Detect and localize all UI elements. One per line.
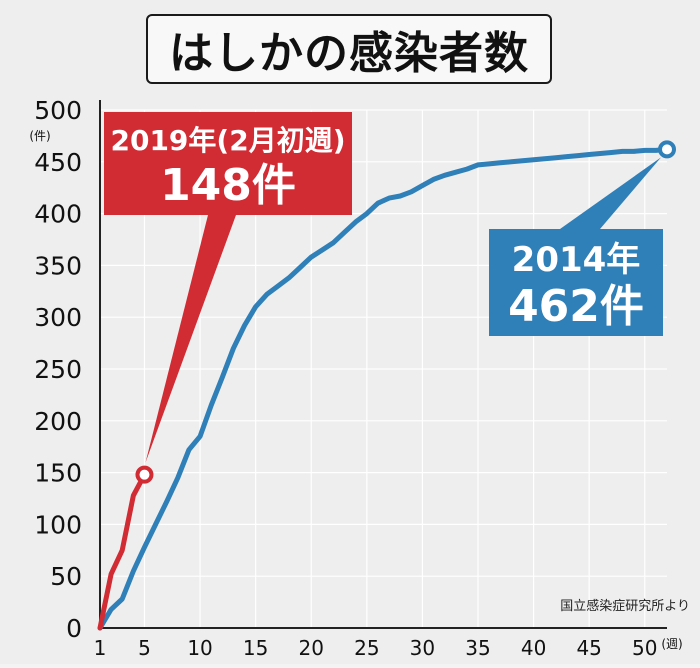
y-tick-label: 150 xyxy=(34,459,82,488)
y-tick-label: 400 xyxy=(34,200,82,229)
callout-2019-line2: 148件 xyxy=(160,160,296,211)
callout-2014-line1: 2014年 xyxy=(512,240,641,280)
series xyxy=(97,146,670,631)
callout-box-2014 xyxy=(489,229,663,336)
marker-2019 xyxy=(135,465,154,484)
x-tick-label: 15 xyxy=(243,636,268,660)
x-tick-label: 20 xyxy=(299,636,324,660)
y-tick-label: 100 xyxy=(34,510,82,539)
y-unit-label: (件) xyxy=(29,129,50,143)
y-tick-label: 0 xyxy=(66,614,82,643)
x-tick-label: 35 xyxy=(465,636,490,660)
x-tick-label: 50 xyxy=(632,636,657,660)
callout-box-2019 xyxy=(104,112,352,215)
y-tick-label: 300 xyxy=(34,303,82,332)
callout-2014-line2: 462件 xyxy=(508,281,644,332)
y-tick-label: 350 xyxy=(34,251,82,280)
y-tick-label: 500 xyxy=(34,96,82,125)
y-tick-label: 50 xyxy=(50,562,82,591)
x-tick-label: 1 xyxy=(94,636,107,660)
x-tick-label: 10 xyxy=(187,636,212,660)
y-tick-label: 250 xyxy=(34,355,82,384)
marker-2014 xyxy=(658,140,676,159)
x-unit-label: (週) xyxy=(661,637,682,651)
callout-pointer-2014 xyxy=(560,157,661,229)
x-tick-label: 30 xyxy=(410,636,435,660)
page-title-text: はしかの感染者数 xyxy=(169,28,529,79)
callout-2019-line1: 2019年(2月初週) xyxy=(110,124,345,157)
series-line-red xyxy=(97,472,147,631)
page-title: はしかの感染者数 xyxy=(146,14,552,84)
y-tick-label: 450 xyxy=(34,148,82,177)
x-tick-label: 5 xyxy=(138,636,151,660)
series-line-blue xyxy=(97,146,670,631)
x-tick-label: 40 xyxy=(521,636,546,660)
source-label: 国立感染症研究所より xyxy=(560,598,690,614)
callout-pointer-2019 xyxy=(145,215,236,463)
x-tick-label: 25 xyxy=(354,636,379,660)
y-tick-label: 200 xyxy=(34,407,82,436)
x-tick-label: 45 xyxy=(576,636,601,660)
